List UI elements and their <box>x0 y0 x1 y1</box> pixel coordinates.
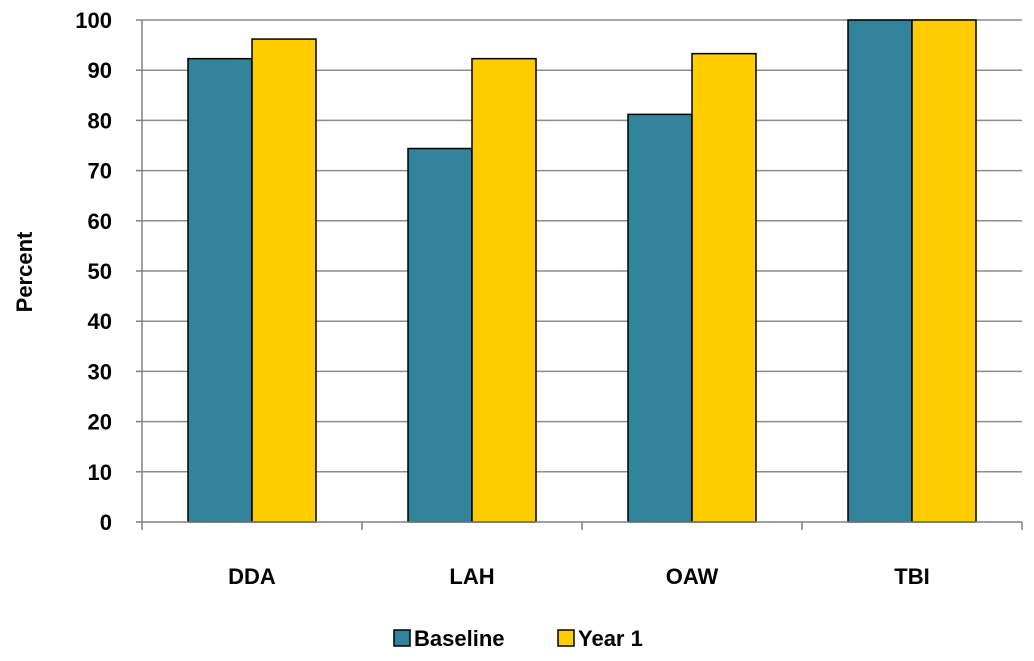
y-tick-label-60: 60 <box>88 209 112 234</box>
legend-label-year-1: Year 1 <box>578 626 643 651</box>
bar-year-1-oaw <box>691 52 757 523</box>
y-tick-label-100: 100 <box>75 8 112 33</box>
bar-baseline-tbi <box>847 19 913 523</box>
bar-baseline-dda <box>187 57 253 523</box>
bar-baseline-lah <box>407 147 473 523</box>
bar-year-1-dda <box>251 38 317 523</box>
y-tick-labels: 0 10 20 30 40 50 60 70 80 90 100 <box>75 8 112 535</box>
x-category-label-dda: DDA <box>228 564 276 589</box>
y-axis-title: Percent <box>12 231 37 312</box>
bar-year-1-lah <box>471 57 537 523</box>
x-category-label-oaw: OAW <box>666 564 719 589</box>
y-tick-label-30: 30 <box>88 359 112 384</box>
y-tick-label-40: 40 <box>88 309 112 334</box>
y-tick-label-0: 0 <box>100 510 112 535</box>
y-tick-label-90: 90 <box>88 58 112 83</box>
legend: Baseline Year 1 <box>393 626 643 651</box>
bar-year-1-tbi <box>911 19 977 523</box>
x-category-label-lah: LAH <box>449 564 494 589</box>
legend-swatch-year-1 <box>557 629 575 647</box>
y-tick-label-70: 70 <box>88 159 112 184</box>
axes <box>136 19 1023 530</box>
x-category-labels: DDA LAH OAW TBI <box>228 564 930 589</box>
legend-swatch-baseline <box>393 629 411 647</box>
x-category-label-tbi: TBI <box>894 564 929 589</box>
y-tick-label-20: 20 <box>88 410 112 435</box>
y-tick-label-50: 50 <box>88 259 112 284</box>
y-tick-label-10: 10 <box>88 460 112 485</box>
bar-baseline-oaw <box>627 113 693 523</box>
legend-label-baseline: Baseline <box>414 626 505 651</box>
y-tick-label-80: 80 <box>88 108 112 133</box>
